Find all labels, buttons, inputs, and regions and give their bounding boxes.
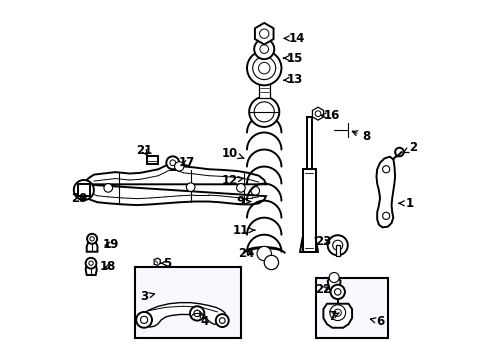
Circle shape [333,309,341,316]
Circle shape [258,62,269,74]
Bar [316,278,387,338]
Circle shape [382,212,389,220]
Text: 3: 3 [140,290,154,303]
Circle shape [236,184,244,192]
Text: 1: 1 [398,197,413,210]
Text: 13: 13 [283,73,302,86]
Text: 2: 2 [403,141,416,154]
Polygon shape [83,164,265,205]
Polygon shape [376,157,394,227]
Polygon shape [86,239,97,252]
Text: 4: 4 [200,312,209,328]
Circle shape [74,180,94,200]
Bar [302,169,315,252]
Text: 23: 23 [315,235,331,248]
Circle shape [382,166,389,173]
Text: 11: 11 [232,224,254,237]
Circle shape [254,102,274,122]
Circle shape [87,234,97,244]
Circle shape [194,310,200,317]
Text: 8: 8 [352,130,370,144]
Text: 14: 14 [284,32,304,45]
Polygon shape [85,263,97,275]
Circle shape [254,39,274,59]
Bar [335,245,339,256]
Circle shape [246,51,281,85]
Circle shape [259,29,268,39]
Circle shape [136,312,152,328]
Circle shape [249,97,279,127]
Circle shape [394,148,403,156]
Text: 20: 20 [71,192,87,205]
Text: 7: 7 [327,310,339,323]
Polygon shape [327,278,340,292]
Text: 5: 5 [160,257,171,270]
Circle shape [89,261,93,265]
Circle shape [264,255,278,270]
Polygon shape [140,303,226,327]
Circle shape [260,45,268,53]
Circle shape [332,240,342,250]
Circle shape [174,162,183,171]
Circle shape [79,185,88,195]
Circle shape [140,316,147,323]
Text: 10: 10 [222,147,244,159]
Text: 17: 17 [179,156,195,169]
Circle shape [328,273,339,283]
Circle shape [85,258,96,269]
Circle shape [314,111,320,117]
Bar [78,184,89,196]
Polygon shape [154,258,160,265]
Circle shape [219,318,224,323]
Polygon shape [312,107,323,120]
Circle shape [90,237,94,241]
Circle shape [257,246,271,261]
Circle shape [215,314,228,327]
Bar [258,76,269,98]
Text: 22: 22 [315,283,331,296]
Text: 21: 21 [136,144,152,157]
Circle shape [186,183,195,192]
Text: 16: 16 [320,109,340,122]
Circle shape [169,160,175,166]
Text: 15: 15 [283,51,302,64]
Polygon shape [323,304,351,328]
Bar [306,117,311,169]
Bar [135,267,241,338]
Text: 9: 9 [236,195,250,208]
Circle shape [327,235,347,255]
Circle shape [166,156,179,169]
Polygon shape [254,23,273,44]
Text: 6: 6 [369,315,384,328]
Circle shape [190,306,204,320]
Circle shape [329,305,345,320]
Circle shape [330,285,344,299]
Text: 19: 19 [102,238,119,251]
Text: 12: 12 [222,174,244,186]
Circle shape [252,57,275,80]
Text: 24: 24 [238,247,254,260]
Circle shape [250,186,259,195]
Text: 18: 18 [100,260,116,273]
Bar [147,156,158,164]
Circle shape [334,289,340,295]
Circle shape [104,184,112,192]
